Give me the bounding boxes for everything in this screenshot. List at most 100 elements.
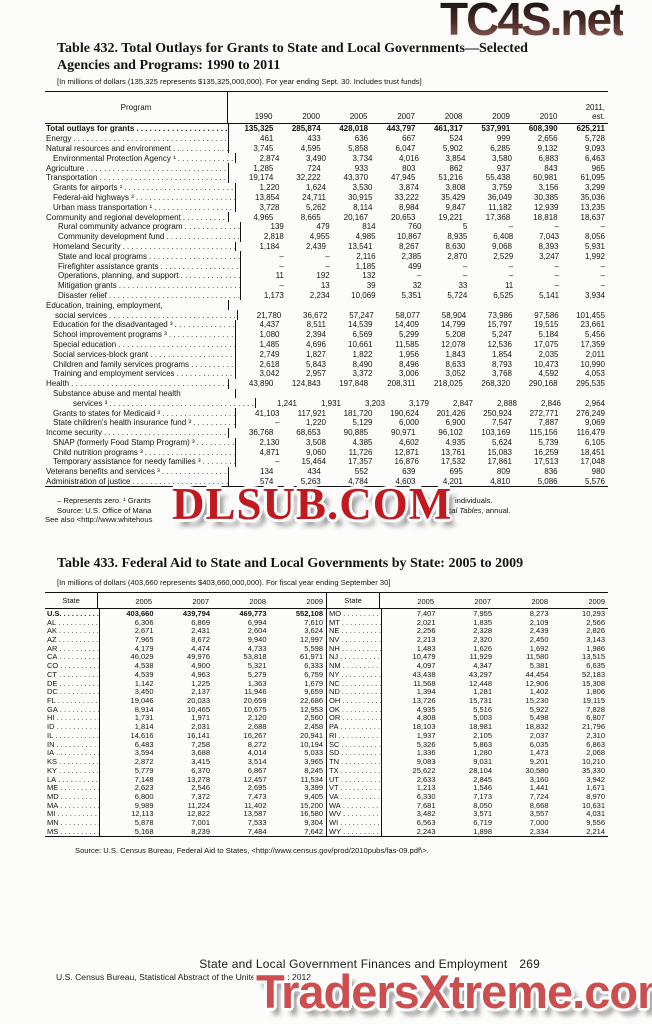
row-label: School improvement programs ³ xyxy=(45,329,236,340)
table-row: Grants to states for Medicaid ³ 41,103 117… xyxy=(45,408,608,418)
cell-value: 41,103 xyxy=(255,408,280,418)
cell-value: 4,385 xyxy=(352,437,373,447)
cell-value: 8,511 xyxy=(306,320,326,330)
cell-value: 8,393 xyxy=(538,241,559,251)
row-label-text: SNAP (formerly Food Stamp Program) ³ xyxy=(53,437,195,447)
cell-value: 1,827 xyxy=(305,349,326,359)
cell-value: 1,220 xyxy=(259,183,280,193)
row-label: Children and family services programs xyxy=(45,359,236,369)
state-label: WI xyxy=(326,818,382,827)
state-label: GA xyxy=(45,704,100,714)
cell-value: – xyxy=(600,271,605,281)
cell-value: 17,048 xyxy=(580,457,605,467)
cell-value: 6,370 xyxy=(191,765,210,775)
cell-value: – xyxy=(325,261,330,271)
cell-value: 8,935 xyxy=(447,232,468,242)
cell-value: 30,580 xyxy=(525,765,549,775)
cell-value: 285,874 xyxy=(291,124,321,134)
footnote-line: Source: U.S. Office of Mana torical Tabl… xyxy=(45,506,608,516)
state-label-text: NH xyxy=(329,643,340,653)
cell-value: 5,456 xyxy=(584,330,605,340)
cell-value: 250,924 xyxy=(483,408,512,418)
cell-value: 2,214 xyxy=(586,826,605,836)
cell-value: 8,496 xyxy=(398,359,419,369)
state-label: ID xyxy=(45,722,100,732)
cell-value: 11,534 xyxy=(300,774,323,784)
cell-value: 7,887 xyxy=(538,418,559,428)
dot-leader xyxy=(340,722,381,731)
cell-value: 7,372 xyxy=(191,791,210,801)
cell-value: 1,992 xyxy=(584,251,605,261)
cell-value: 35,429 xyxy=(441,192,466,202)
table-row: MD 6,800 7,372 7,473 9,405 VA 6,330 7,173 7,724 8… xyxy=(45,792,608,801)
cell-value: 6,333 xyxy=(304,661,323,671)
cell-value: 5,624 xyxy=(491,437,512,447)
cell-value: 2,688 xyxy=(247,722,267,732)
cell-value: 32 xyxy=(412,281,422,291)
state-label-text: U.S. xyxy=(47,609,62,618)
row-label-text: Rural community advance program xyxy=(58,222,183,232)
state-label-text: CT xyxy=(47,670,57,679)
state-label-text: RI xyxy=(329,731,337,740)
cell-value: 10,465 xyxy=(187,704,210,714)
cell-value: 124,843 xyxy=(291,379,321,389)
cell-value: 12,871 xyxy=(394,447,419,457)
table-row: IL 14,616 16,141 16,267 20,941 RI 1,937 2,105 2,… xyxy=(45,731,608,740)
table-row: U.S. 403,660 439,794 469,773 552,108 MO 7,407 7… xyxy=(45,609,608,618)
cell-value: 843 xyxy=(544,163,558,173)
state-label: RI xyxy=(326,731,382,740)
table-row: social services 21,780 36,672 57,247 58,077 5… xyxy=(45,310,608,320)
state-label: NV xyxy=(326,635,382,644)
table433-body: U.S. 403,660 439,794 469,773 552,108 MO 7,407 7… xyxy=(45,609,608,836)
cell-value: 21,796 xyxy=(582,722,605,732)
cell-value: 46,029 xyxy=(130,652,154,662)
cell-value: 13,278 xyxy=(187,774,210,784)
state-label-text: VT xyxy=(329,783,339,793)
row-label-text: Children and family services programs xyxy=(53,359,190,369)
state-label-text: MN xyxy=(47,818,59,827)
row-label: Rural community advance program xyxy=(45,221,241,232)
state-label-text: NJ xyxy=(329,652,339,662)
cell-value: 439,794 xyxy=(182,608,210,618)
cell-value: 10,675 xyxy=(243,704,267,714)
table-row: AR 4,179 4,474 4,733 5,598 NH 1,483 1,626 1,692 1… xyxy=(45,644,608,653)
cell-value: 12,906 xyxy=(525,678,549,688)
cell-value: 1,626 xyxy=(473,643,492,653)
table-row: FL 19,046 20,033 20,659 22,686 OH 13,726 15,731… xyxy=(45,696,608,705)
cell-value: 90,885 xyxy=(343,428,369,438)
row-label-text: Natural resources and environment xyxy=(46,143,171,153)
cell-value: 22,686 xyxy=(300,696,323,706)
cell-value: 8,672 xyxy=(191,635,210,645)
dot-leader xyxy=(59,626,99,635)
cell-value: – xyxy=(554,271,560,281)
cell-value: – xyxy=(417,271,422,281)
cell-value: 12,448 xyxy=(469,678,492,688)
row-label: Education, training, employment, xyxy=(45,300,229,311)
cell-value: 14,539 xyxy=(348,320,373,330)
cell-value: 13,726 xyxy=(412,696,436,706)
cell-value: 115,156 xyxy=(529,428,558,438)
cell-value: 9,847 xyxy=(445,202,466,212)
cell-value: 2,011 xyxy=(585,349,605,359)
state-label: NM xyxy=(326,661,382,671)
cell-value: 6,863 xyxy=(586,739,605,749)
state-label-text: NV xyxy=(329,635,340,644)
state-label: PA xyxy=(326,722,382,732)
row-label-text: Disaster relief xyxy=(58,290,107,300)
dot-leader xyxy=(58,775,99,784)
state-label-text: MI xyxy=(47,809,56,819)
state-label: AR xyxy=(45,643,100,653)
cell-value: 9,069 xyxy=(584,418,605,428)
cell-value: 218,025 xyxy=(433,379,463,389)
cell-value: 1,956 xyxy=(398,349,419,359)
row-label: Environmental Protection Agency ¹ xyxy=(45,153,236,164)
cell-value: 5,321 xyxy=(247,661,267,671)
row-label: State and local programs xyxy=(45,251,241,262)
footnote-text: torical Tables, annual. xyxy=(437,505,511,515)
row-label-text: State and local programs xyxy=(58,251,147,261)
dot-leader xyxy=(162,467,228,476)
cell-value: 18,103 xyxy=(412,722,436,732)
cell-value: 4,179 xyxy=(134,643,154,653)
dot-leader xyxy=(161,262,241,271)
